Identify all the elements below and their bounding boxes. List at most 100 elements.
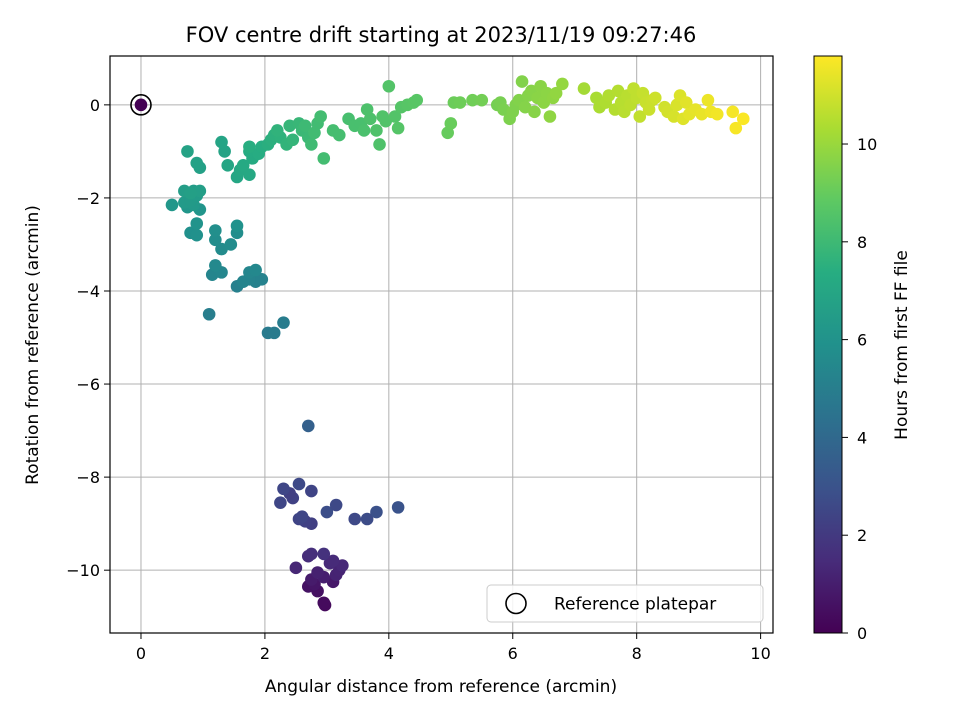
data-point: [270, 124, 284, 137]
data-point: [274, 496, 287, 510]
data-point: [314, 110, 327, 123]
data-point: [370, 505, 383, 519]
data-point: [379, 114, 393, 128]
data-point: [209, 224, 222, 237]
colorbar-ticks: 0 2 4 6 8 10: [842, 135, 877, 643]
data-point: [224, 238, 238, 251]
y-tick-label: −4: [76, 282, 100, 301]
reference-marker: [130, 94, 152, 116]
data-point: [301, 419, 315, 433]
plot-frame: [109, 55, 774, 634]
legend-box: [486, 584, 764, 623]
data-point: [255, 273, 269, 286]
data-point: [329, 498, 343, 512]
data-point: [215, 135, 228, 149]
data-point: [190, 217, 204, 230]
data-point: [391, 501, 405, 514]
data-point: [410, 93, 424, 107]
data-point: [317, 152, 331, 165]
data-point: [298, 119, 312, 133]
data-point: [360, 512, 374, 526]
data-point: [729, 121, 743, 135]
data-point: [215, 242, 228, 256]
y-tick-label: −2: [76, 189, 100, 208]
data-point: [286, 133, 300, 147]
data-point: [602, 89, 616, 102]
y-tick-label: −10: [66, 561, 100, 580]
data-point: [736, 112, 750, 126]
data-point: [202, 307, 216, 321]
data-points: [134, 75, 750, 612]
data-point: [388, 110, 402, 123]
data-point: [518, 100, 532, 114]
data-point: [317, 547, 331, 561]
colorbar: [814, 56, 842, 633]
data-point: [289, 561, 303, 575]
colorbar-tick-label: 8: [857, 233, 867, 252]
x-tick-label: 10: [750, 644, 770, 663]
data-point: [466, 93, 479, 107]
data-point: [332, 128, 346, 142]
x-axis-ticks: 0 2 4 6 8 10: [136, 633, 771, 663]
data-point: [236, 275, 250, 288]
colorbar-tick-label: 6: [857, 331, 867, 350]
data-point: [679, 96, 693, 109]
data-point: [357, 124, 371, 137]
data-point: [311, 566, 324, 579]
colorbar-tick-label: 0: [857, 624, 867, 643]
data-point: [184, 186, 197, 200]
reference-ring: [130, 94, 152, 116]
data-point: [648, 91, 662, 105]
data-point: [134, 98, 148, 112]
x-tick-label: 4: [384, 644, 394, 663]
data-point: [320, 505, 334, 519]
data-point: [230, 219, 244, 233]
data-point: [556, 77, 569, 91]
data-point: [611, 84, 625, 98]
data-point: [267, 326, 281, 340]
colorbar-tick-label: 2: [857, 526, 867, 545]
data-point: [348, 512, 362, 526]
colorbar-frame: [813, 55, 843, 634]
x-tick-label: 6: [508, 644, 518, 663]
data-point: [277, 482, 290, 496]
data-point: [633, 110, 647, 123]
data-point: [515, 75, 529, 88]
data-point: [190, 156, 204, 170]
data-point: [317, 596, 331, 610]
data-point: [543, 110, 557, 123]
data-point: [209, 259, 222, 272]
data-point: [475, 93, 489, 107]
data-point: [277, 316, 290, 329]
data-point: [326, 554, 340, 568]
data-point: [453, 96, 467, 109]
data-point: [221, 159, 235, 172]
data-point: [243, 168, 256, 181]
x-tick-label: 2: [260, 644, 270, 663]
colorbar-tick-label: 4: [857, 428, 867, 447]
data-point: [305, 484, 318, 498]
data-point: [370, 124, 383, 137]
x-tick-label: 8: [632, 644, 642, 663]
x-axis-label: Angular distance from reference (arcmin): [265, 677, 617, 697]
chart-title: FOV centre drift starting at 2023/11/19 …: [186, 23, 697, 47]
colorbar-tick-label: 10: [857, 135, 877, 154]
data-point: [373, 138, 386, 151]
data-point: [249, 263, 262, 277]
data-point: [336, 559, 349, 572]
legend-label: Reference platepar: [554, 595, 716, 615]
data-point: [577, 82, 591, 95]
data-point: [236, 159, 250, 172]
y-axis-ticks: 0 −2 −4 −6 −8 −10: [66, 96, 110, 580]
legend-marker: [505, 592, 527, 615]
data-point: [292, 477, 306, 491]
data-point: [190, 228, 204, 242]
y-tick-label: 0: [90, 96, 100, 115]
data-point: [181, 145, 194, 158]
data-point: [360, 103, 374, 116]
data-point: [382, 79, 396, 93]
data-point: [549, 86, 563, 100]
data-point: [209, 233, 222, 247]
